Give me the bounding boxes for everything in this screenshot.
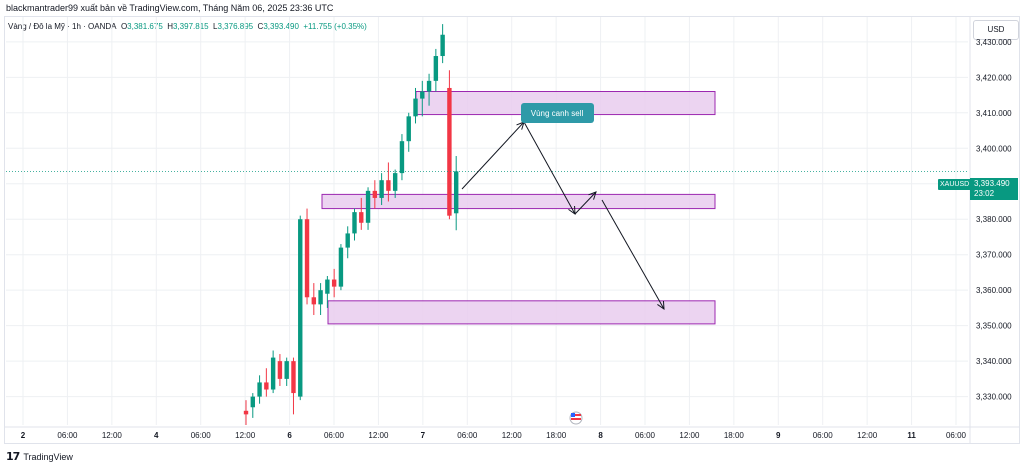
arrow-head <box>657 300 665 310</box>
y-tick-label: 3,410.000 <box>976 109 1012 118</box>
callout-box <box>521 103 594 123</box>
candle-body <box>433 56 439 81</box>
author-line: blackmantrader99 xuất bản về TradingView… <box>6 3 334 13</box>
candle-body <box>243 410 249 415</box>
chart-frame <box>4 16 1020 444</box>
candle-body <box>392 173 398 191</box>
x-tick-label: 06:00 <box>457 431 478 440</box>
candle-body <box>304 219 310 298</box>
y-tick-label: 3,400.000 <box>976 144 1012 153</box>
x-tick-label: 12:00 <box>502 431 523 440</box>
x-tick-label: 12:00 <box>368 431 389 440</box>
y-tick-label: 3,370.000 <box>976 251 1012 260</box>
candle-body <box>372 190 378 198</box>
x-tick-label: 11 <box>907 431 916 440</box>
x-tick-label: 06:00 <box>57 431 78 440</box>
x-tick-label: 12:00 <box>857 431 878 440</box>
us-flag-canton <box>571 413 575 417</box>
low-value: 3,376.895 <box>217 22 254 31</box>
candle-body <box>420 91 425 99</box>
close-value: 3,393.490 <box>263 22 299 31</box>
candle-body <box>325 279 330 294</box>
footer-brand[interactable]: TradingView <box>23 451 73 462</box>
x-tick-label: 9 <box>776 431 781 440</box>
candle-body <box>331 279 337 287</box>
y-tick-label: 3,340.000 <box>976 357 1012 366</box>
projection-path-3 <box>601 199 665 310</box>
candle-body <box>318 290 323 305</box>
x-tick-label: 8 <box>598 431 603 440</box>
candle-body <box>386 180 391 191</box>
x-tick-label: 7 <box>421 431 426 440</box>
candle-body <box>426 80 432 92</box>
symbol-name[interactable]: Vàng / Đô la Mỹ · 1h · OANDA <box>8 22 117 31</box>
y-tick-label: 3,430.000 <box>976 38 1012 47</box>
candle-body <box>440 34 445 57</box>
us-flag-stripe <box>571 414 581 416</box>
last-price-tag: 3,393.490 23:02 <box>970 178 1018 200</box>
close-label: C <box>257 22 264 31</box>
last-price-value: 3,393.490 <box>974 179 1010 188</box>
candle-body <box>270 357 276 390</box>
arrow-head <box>588 191 597 200</box>
x-tick-label: 18:00 <box>546 431 567 440</box>
y-tick-label: 3,330.000 <box>976 393 1012 402</box>
x-tick-label: 06:00 <box>635 431 656 440</box>
candle-body <box>250 396 255 408</box>
footer: 𝟭𝟳 TradingView <box>6 450 73 463</box>
candle-body <box>345 233 350 248</box>
x-tick-label: 06:00 <box>324 431 345 440</box>
callout-text: Vùng canh sell <box>531 109 584 118</box>
candle-body <box>291 361 296 394</box>
candle-body <box>311 297 317 305</box>
x-tick-label: 2 <box>21 431 26 440</box>
high-value: 3,397.815 <box>173 22 209 31</box>
candle-body <box>284 361 289 379</box>
x-tick-label: 12:00 <box>235 431 256 440</box>
symbol-info: Vàng / Đô la Mỹ · 1h · OANDA O3,381.675 … <box>8 22 367 31</box>
x-tick-label: 12:00 <box>102 431 123 440</box>
supply-demand-zone <box>321 193 716 210</box>
x-tick-label: 6 <box>287 431 292 440</box>
candle-body <box>447 87 452 216</box>
candle-body <box>338 247 344 287</box>
x-tick-label: 4 <box>154 431 159 440</box>
y-tick-label: 3,360.000 <box>976 286 1012 295</box>
x-tick-label: 12:00 <box>679 431 700 440</box>
candle-body <box>399 141 405 174</box>
open-label: O <box>120 22 128 31</box>
x-tick-label: 06:00 <box>191 431 212 440</box>
candle-body <box>359 212 364 223</box>
change-value: +11.755 (+0.35%) <box>303 22 367 31</box>
low-label: L <box>213 22 218 31</box>
last-price-symbol-tag: XAUUSD <box>938 179 972 190</box>
candle-body <box>298 219 303 397</box>
y-tick-label: 3,380.000 <box>976 215 1012 224</box>
us-flag-stripe <box>571 418 581 420</box>
bar-countdown: 23:02 <box>974 189 995 198</box>
y-tick-label: 3,350.000 <box>976 322 1012 331</box>
candle-body <box>277 361 283 379</box>
candle-body <box>379 180 384 198</box>
candle-body <box>257 382 262 397</box>
candle-body <box>406 116 411 142</box>
high-label: H <box>167 22 173 31</box>
candle-body <box>365 190 371 223</box>
x-tick-label: 18:00 <box>724 431 745 440</box>
projection-path-2 <box>574 191 597 215</box>
candle-body <box>413 98 418 117</box>
candle-body <box>453 171 459 214</box>
x-tick-label: 06:00 <box>813 431 834 440</box>
currency-button[interactable]: USD <box>973 20 1019 40</box>
tradingview-logo-icon[interactable]: 𝟭𝟳 <box>6 451 20 463</box>
y-tick-label: 3,420.000 <box>976 73 1012 82</box>
candle-body <box>352 212 357 234</box>
supply-demand-zone <box>327 300 716 325</box>
candle-body <box>264 382 269 390</box>
open-value: 3,381.675 <box>127 22 163 31</box>
x-tick-label: 06:00 <box>946 431 967 440</box>
